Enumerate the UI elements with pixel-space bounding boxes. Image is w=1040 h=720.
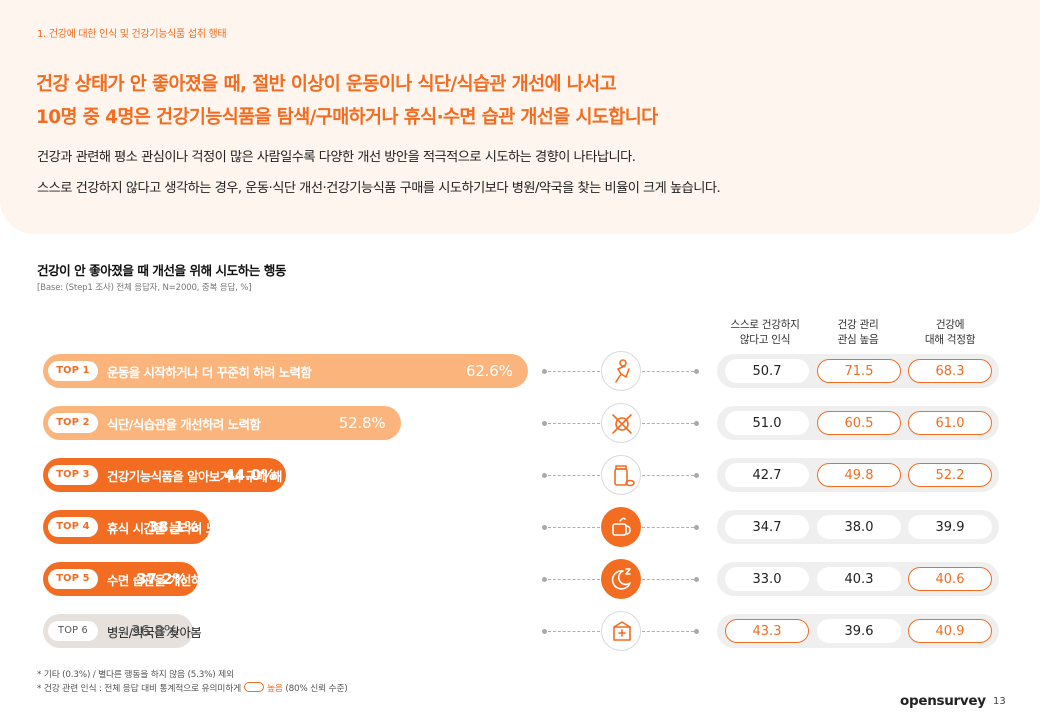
- segment-value: 38.0: [817, 515, 901, 539]
- column-header-line: 관심 높음: [837, 334, 879, 346]
- supplement-icon: [601, 455, 641, 495]
- bar-row: TOP 3 건강기능식품을 알아보거나 구매 해 봄 44.0% 42.7 49.8 52…: [0, 455, 1040, 495]
- rank-badge: TOP 2: [48, 413, 98, 433]
- brand-logo: opensurvey: [900, 693, 986, 709]
- description-line-2: 스스로 건강하지 않다고 생각하는 경우, 운동·식단 개선·건강기능식품 구매…: [37, 181, 721, 196]
- section-label: 1. 건강에 대한 인식 및 건강기능식품 섭취 행태: [37, 29, 227, 40]
- column-header-self-unhealthy: 스스로 건강하지 않다고 인식: [710, 318, 820, 348]
- connector-line: [642, 527, 694, 528]
- column-header-line: 스스로 건강하지: [730, 319, 800, 331]
- connector-dot: [694, 421, 699, 426]
- bar-value-label: 37.2%: [136, 570, 188, 588]
- bar-category-label: 수면 습관을 개선하려 노력함: [107, 573, 250, 588]
- rank-badge: TOP 4: [48, 517, 98, 537]
- bar-category-label: 병원/약국을 찾아봄: [107, 625, 202, 640]
- connector-dot: [694, 369, 699, 374]
- segment-value: 52.2: [908, 463, 992, 487]
- segment-value: 33.0: [725, 567, 809, 591]
- chart-base-note: [Base: (Step1 조사) 전체 응답자, N=2000, 중복 응답,…: [37, 283, 252, 293]
- exercise-icon: [601, 351, 641, 391]
- rest-icon: [601, 507, 641, 547]
- bar-row: TOP 4 휴식 시간을 늘리려 노력함 38.1% 34.7 38.0 39.9: [0, 507, 1040, 547]
- connector-line: [548, 475, 600, 476]
- bar-value-label: 44.0%: [224, 466, 276, 484]
- bar-category-label: 건강기능식품을 알아보거나 구매 해 봄: [107, 469, 297, 484]
- segment-value: 50.7: [725, 359, 809, 383]
- bar-value-label: 62.6%: [466, 362, 513, 380]
- connector-line: [642, 423, 694, 424]
- connector-dot: [542, 629, 547, 634]
- segment-value: 34.7: [725, 515, 809, 539]
- connector-dot: [694, 577, 699, 582]
- connector-line: [642, 475, 694, 476]
- connector-dot: [542, 577, 547, 582]
- bar-category-label: 휴식 시간을 늘리려 노력함: [107, 521, 239, 536]
- footnote-highlight-label: 높음: [266, 684, 283, 694]
- bar-category-label: 운동을 시작하거나 더 꾸준히 하려 노력함: [107, 365, 312, 380]
- footnote-significance-text: * 건강 관련 인식 : 전체 응답 대비 통계적으로 유의미하게: [37, 684, 241, 694]
- bar-value-label: 52.8%: [338, 414, 386, 432]
- bar-category-label: 식단/식습관을 개선하려 노력함: [107, 417, 261, 432]
- bar-row: TOP 1 운동을 시작하거나 더 꾸준히 하려 노력함 62.6% 50.7 71.5…: [0, 351, 1040, 391]
- headline-line-1: 건강 상태가 안 좋아졌을 때, 절반 이상이 운동이나 식단/식습관 개선에 …: [36, 74, 617, 95]
- pharmacy-icon: [601, 611, 641, 651]
- bar-value-label: 36.8%: [131, 622, 178, 640]
- segment-value: 42.7: [725, 463, 809, 487]
- segment-value: 40.3: [817, 567, 901, 591]
- segment-value: 60.5: [817, 411, 901, 435]
- bar-row: TOP 2 식단/식습관을 개선하려 노력함 52.8% 51.0 60.5 61.0: [0, 403, 1040, 443]
- rank-badge: TOP 3: [48, 465, 98, 485]
- segment-value: 40.6: [908, 567, 992, 591]
- connector-dot: [542, 369, 547, 374]
- diet-icon: [601, 403, 641, 443]
- connector-dot: [542, 421, 547, 426]
- bar: [43, 406, 401, 440]
- connector-line: [548, 423, 600, 424]
- bar-row: TOP 5 수면 습관을 개선하려 노력함 37.2% 33.0 40.3 40.6: [0, 559, 1040, 599]
- column-header-health-worry: 건강에 대해 걱정함: [895, 318, 1005, 348]
- bar-value-label: 38.1%: [147, 518, 199, 536]
- bar-row: TOP 6 병원/약국을 찾아봄 36.8% 43.3 39.6 40.9: [0, 611, 1040, 651]
- connector-dot: [694, 473, 699, 478]
- connector-dot: [694, 629, 699, 634]
- connector-line: [548, 631, 600, 632]
- footnote-confidence-level: (80% 신뢰 수준): [285, 684, 348, 694]
- connector-dot: [694, 525, 699, 530]
- column-header-line: 않다고 인식: [739, 334, 791, 346]
- column-header-health-interest: 건강 관리 관심 높음: [803, 318, 913, 348]
- rank-badge: TOP 5: [48, 569, 98, 589]
- segment-value: 68.3: [908, 359, 992, 383]
- header-panel: [0, 0, 1040, 234]
- chart-title: 건강이 안 좋아졌을 때 개선을 위해 시도하는 행동: [37, 263, 286, 278]
- segment-value: 40.9: [908, 619, 992, 643]
- column-header-line: 대해 걱정함: [924, 334, 976, 346]
- footnote-significance: * 건강 관련 인식 : 전체 응답 대비 통계적으로 유의미하게 높음 (80%…: [37, 681, 348, 694]
- headline-line-2: 10명 중 4명은 건강기능식품을 탐색/구매하거나 휴식·수면 습관 개선을 …: [36, 107, 658, 128]
- page-number: 13: [993, 696, 1006, 707]
- rank-badge: TOP 1: [48, 361, 98, 381]
- connector-line: [548, 527, 600, 528]
- connector-line: [548, 579, 600, 580]
- segment-value: 39.6: [817, 619, 901, 643]
- segment-value: 61.0: [908, 411, 992, 435]
- highlight-legend-swatch: [243, 682, 264, 692]
- connector-dot: [542, 473, 547, 478]
- column-header-line: 건강에: [935, 319, 965, 331]
- segment-value: 39.9: [908, 515, 992, 539]
- column-header-line: 건강 관리: [837, 319, 879, 331]
- segment-value: 43.3: [725, 619, 809, 643]
- footnote-exclusions: * 기타 (0.3%) / 별다른 행동을 하지 않음 (5.3%) 제외: [37, 670, 234, 680]
- segment-value: 51.0: [725, 411, 809, 435]
- sleep-icon: [601, 559, 641, 599]
- segment-value: 49.8: [817, 463, 901, 487]
- connector-line: [548, 371, 600, 372]
- bar: [43, 354, 528, 388]
- connector-line: [642, 579, 694, 580]
- segment-value: 71.5: [817, 359, 901, 383]
- connector-line: [642, 371, 694, 372]
- rank-badge: TOP 6: [48, 621, 98, 641]
- connector-line: [642, 631, 694, 632]
- description-line-1: 건강과 관련해 평소 관심이나 걱정이 많은 사람일수록 다양한 개선 방안을 …: [37, 150, 636, 165]
- connector-dot: [542, 525, 547, 530]
